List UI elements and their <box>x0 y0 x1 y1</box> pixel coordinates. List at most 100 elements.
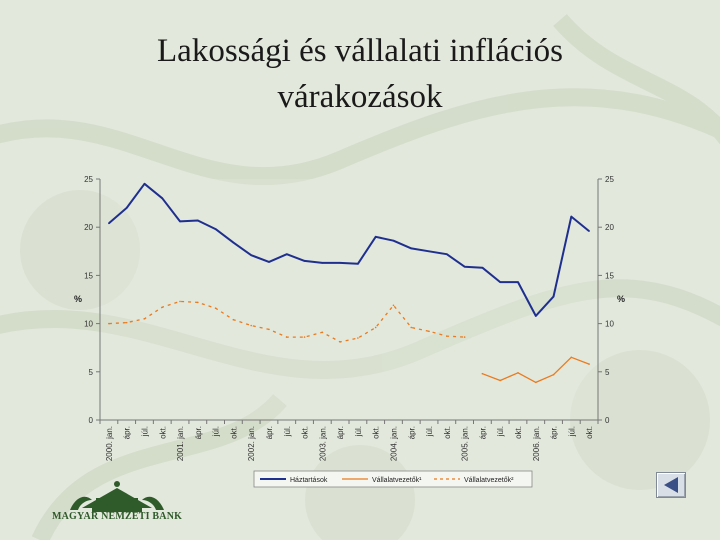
data-point-3 <box>339 341 341 343</box>
y-tick-label-left: 0 <box>89 416 94 425</box>
x-tick-label: ápr. <box>194 426 203 439</box>
data-point-2 <box>517 371 519 374</box>
data-point-2 <box>534 381 537 384</box>
series-line-1 <box>108 182 590 317</box>
data-point-3 <box>143 317 146 320</box>
data-point-3 <box>179 300 181 303</box>
x-tick-label: okt. <box>514 426 523 439</box>
data-point-1 <box>321 262 324 264</box>
data-point-1 <box>392 239 395 242</box>
x-tick-label: 2003. jan. <box>318 426 327 461</box>
slide-title: Lakossági és vállalati inflációs várakoz… <box>60 28 660 120</box>
x-tick-label: okt. <box>372 426 381 439</box>
x-tick-label: júl. <box>354 426 363 437</box>
data-point-3 <box>374 326 377 329</box>
x-tick-label: 2004. jan. <box>389 426 398 461</box>
data-point-2 <box>552 373 555 376</box>
data-point-3 <box>232 318 235 321</box>
data-point-1 <box>232 241 235 244</box>
x-tick-label: júl. <box>212 426 221 437</box>
data-point-2 <box>499 379 501 382</box>
x-tick-label: júl. <box>425 426 434 437</box>
legend-label-2: Vállalatvezetők¹ <box>372 477 422 484</box>
data-point-1 <box>410 247 413 250</box>
bank-emblem-icon <box>70 481 164 512</box>
y-axis-label-right: % <box>617 294 625 304</box>
data-point-3 <box>108 322 110 325</box>
x-tick-label: júl. <box>496 426 505 437</box>
x-tick-label: júl. <box>283 426 292 437</box>
x-tick-label: okt. <box>443 426 452 439</box>
x-tick-label: 2005. jan. <box>461 426 470 461</box>
y-tick-label-left: 25 <box>84 175 93 184</box>
data-point-1 <box>374 236 377 238</box>
x-tick-label: júl. <box>140 426 149 437</box>
data-point-1 <box>570 215 573 218</box>
x-tick-label: okt. <box>585 426 594 439</box>
legend-box <box>253 470 533 488</box>
y-tick-label-right: 10 <box>605 320 614 329</box>
data-point-3 <box>357 337 359 339</box>
y-tick-label-right: 20 <box>605 223 614 232</box>
data-point-1 <box>481 266 484 269</box>
data-point-3 <box>392 304 395 307</box>
data-point-1 <box>214 228 217 230</box>
slide-title-line-2: várakozások <box>277 79 443 115</box>
x-tick-label: okt. <box>229 426 238 439</box>
y-tick-label-left: 10 <box>84 320 93 329</box>
bank-name: MAGYAR NEMZETI BANK <box>52 511 183 522</box>
x-tick-label: ápr. <box>123 426 132 439</box>
data-point-1 <box>499 281 501 283</box>
x-tick-label: 2000. jan. <box>105 426 114 461</box>
data-point-1 <box>446 253 448 255</box>
x-tick-label: 2002. jan. <box>247 426 256 461</box>
data-point-1 <box>357 263 359 265</box>
triangle-left-icon <box>664 477 678 493</box>
y-axis-label-left: % <box>74 294 82 304</box>
data-point-3 <box>321 331 324 334</box>
data-point-3 <box>410 326 413 329</box>
y-tick-label-left: 20 <box>84 223 93 232</box>
y-tick-label-left: 15 <box>84 271 93 280</box>
data-point-1 <box>517 281 519 283</box>
slide-title-line-1: Lakossági és vállalati inflációs <box>157 33 563 69</box>
data-point-1 <box>125 207 128 209</box>
x-tick-label: júl. <box>567 426 576 437</box>
x-tick-label: ápr. <box>265 426 274 439</box>
x-tick-label: okt. <box>158 426 167 439</box>
data-point-1 <box>303 260 306 262</box>
data-point-3 <box>446 335 448 337</box>
data-point-2 <box>588 363 590 365</box>
data-point-2 <box>481 372 484 375</box>
x-tick-label: 2001. jan. <box>176 426 185 461</box>
data-point-3 <box>463 336 466 338</box>
data-point-3 <box>125 321 128 324</box>
data-point-3 <box>268 328 270 331</box>
x-tick-label: ápr. <box>550 426 559 439</box>
x-tick-label: 2006. jan. <box>532 426 541 461</box>
back-button[interactable] <box>656 472 686 498</box>
data-point-1 <box>268 261 270 263</box>
y-tick-label-left: 5 <box>89 368 94 377</box>
data-point-3 <box>285 336 288 338</box>
legend-label-3: Vállalatvezetők² <box>464 477 514 484</box>
data-point-1 <box>588 230 590 232</box>
data-point-1 <box>339 262 341 264</box>
data-point-1 <box>179 220 181 223</box>
data-point-1 <box>250 254 252 256</box>
data-point-3 <box>303 336 306 338</box>
plot-area <box>100 179 598 420</box>
x-tick-label: ápr. <box>478 426 487 439</box>
data-point-3 <box>428 330 430 333</box>
legend-label-1: Háztartások <box>290 477 328 484</box>
data-point-1 <box>143 183 146 185</box>
y-tick-label-right: 15 <box>605 271 614 280</box>
y-tick-label-right: 25 <box>605 175 614 184</box>
data-point-1 <box>285 253 288 255</box>
x-tick-label: ápr. <box>407 426 416 439</box>
data-point-1 <box>108 222 110 225</box>
data-point-2 <box>570 356 573 359</box>
data-point-1 <box>161 197 164 200</box>
